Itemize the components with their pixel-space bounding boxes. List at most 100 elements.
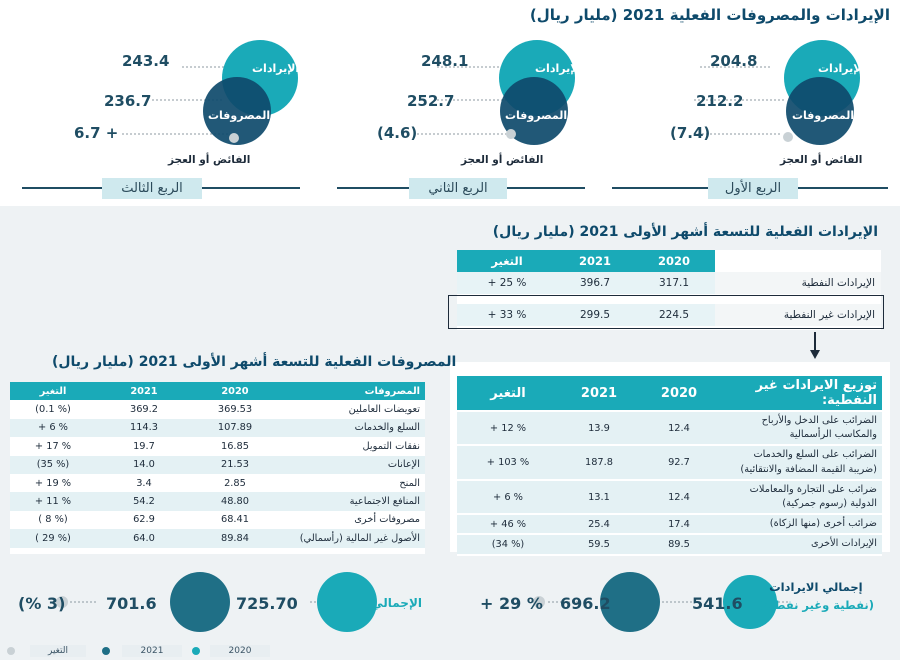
header-2020: 2020 bbox=[639, 376, 719, 412]
legend-2020-dot bbox=[192, 647, 200, 655]
balance-marker bbox=[506, 129, 516, 139]
nonoil-highlight-box bbox=[448, 295, 884, 329]
row-label: نفقات التمويل bbox=[278, 437, 425, 456]
nonoil-table-title: توزيع الايرادات غير النفطية: bbox=[719, 376, 882, 412]
quarter-3-balance: + 6.7 bbox=[74, 124, 119, 142]
expenditures-totals-circles bbox=[56, 572, 377, 632]
row-label: مصروفات أخرى bbox=[278, 510, 425, 530]
total-expenditures-2020-circle bbox=[317, 572, 377, 632]
row-change: + 19 % bbox=[10, 473, 96, 493]
row-2020: 369.53 bbox=[192, 400, 278, 419]
quarter-1-expenditures: 212.2 bbox=[696, 92, 744, 110]
row-2020: 12.4 bbox=[639, 411, 719, 447]
legend-change-dot bbox=[7, 647, 15, 655]
header-2021: 2021 bbox=[557, 250, 633, 272]
row-change: ( 29 %) bbox=[10, 529, 96, 548]
legend-2021-dot bbox=[102, 647, 110, 655]
total-expenditures-label: الإجمالي bbox=[371, 596, 422, 610]
row-change: + 46 % bbox=[457, 514, 559, 536]
row-label: السلع والخدمات bbox=[278, 418, 425, 438]
quarter-3-venn bbox=[22, 40, 300, 189]
total-revenues-2020: 541.6 bbox=[692, 594, 743, 613]
legend: التغير 2021 2020 bbox=[6, 644, 276, 658]
row-2020: 89.84 bbox=[192, 529, 278, 548]
row-change: + 11 % bbox=[10, 492, 96, 511]
oil-2021: 396.7 bbox=[557, 272, 633, 294]
row-2020: 68.41 bbox=[192, 510, 278, 530]
row-2021: 54.2 bbox=[96, 492, 192, 511]
row-2020: 92.7 bbox=[639, 445, 719, 481]
row-change: + 6 % bbox=[457, 479, 559, 516]
row-label: المنح bbox=[278, 473, 425, 493]
header-2020: 2020 bbox=[192, 382, 278, 401]
revenues-totals-circles bbox=[533, 572, 790, 632]
header-change: التغير bbox=[457, 376, 559, 412]
row-label: تعويضات العاملين bbox=[278, 400, 425, 419]
header-blank bbox=[715, 250, 881, 272]
expenditures-table: التغير 2021 2020 المصروفات (0.1 %) 369.2 3… bbox=[10, 382, 425, 548]
revenues-table-title: الإيرادات الفعلية للتسعة أشهر الأولى 202… bbox=[492, 224, 878, 240]
header-2021: 2021 bbox=[96, 382, 192, 401]
change-marker bbox=[56, 596, 68, 608]
row-2021: 369.2 bbox=[96, 400, 192, 419]
expenditures-table-panel: التغير 2021 2020 المصروفات (0.1 %) 369.2 3… bbox=[10, 382, 425, 554]
row-label: الإيرادات الأخرى bbox=[719, 534, 882, 556]
row-2020: 48.80 bbox=[192, 492, 278, 511]
row-2021: 64.0 bbox=[96, 529, 192, 548]
row-2020: 2.85 bbox=[192, 473, 278, 493]
row-change: + 17 % bbox=[10, 437, 96, 456]
quarter-2-title: الربع الثاني bbox=[409, 178, 507, 199]
change-marker bbox=[533, 596, 545, 608]
nonoil-2020: 224.5 bbox=[633, 304, 715, 326]
row-change: (34 %) bbox=[457, 534, 559, 556]
row-change: (0.1 %) bbox=[10, 400, 96, 419]
quarter-3-revenues: 243.4 bbox=[122, 52, 170, 70]
nonoil-table: التغير 2021 2020 توزيع الايرادات غير الن… bbox=[457, 376, 882, 556]
quarters-section: 204.8 212.2 (7.4) الإيرادات المصروفات ال… bbox=[0, 28, 900, 203]
arrow-down-icon bbox=[810, 332, 820, 359]
row-2021: 3.4 bbox=[96, 473, 192, 493]
quarter-1-expenditures-label: المصروفات bbox=[792, 109, 855, 122]
row-label: الضرائب على السلع والخدمات (ضريبة القيمة… bbox=[719, 445, 882, 481]
quarter-1-balance-label: الفائض أو العجز bbox=[780, 154, 863, 166]
row-2021: 13.1 bbox=[559, 479, 639, 516]
oil-change: + 25 % bbox=[457, 272, 557, 294]
quarter-2-balance: (4.6) bbox=[377, 124, 418, 142]
row-change: + 103 % bbox=[457, 445, 559, 481]
row-2021: 62.9 bbox=[96, 510, 192, 530]
total-revenues-2021-circle bbox=[600, 572, 660, 632]
row-change: + 12 % bbox=[457, 411, 559, 447]
quarter-3-expenditures-label: المصروفات bbox=[208, 109, 271, 122]
total-expenditures-2020: 725.70 bbox=[236, 594, 298, 613]
quarter-1-balance: (7.4) bbox=[670, 124, 711, 142]
expenditures-circle bbox=[500, 77, 568, 145]
row-change: + 6 % bbox=[10, 418, 96, 438]
nonoil-table-panel: التغير 2021 2020 توزيع الايرادات غير الن… bbox=[450, 362, 890, 556]
row-2020: 12.4 bbox=[639, 479, 719, 516]
quarter-2-revenues-label: الإيرادات bbox=[535, 62, 583, 75]
quarter-1-revenues-label: الإيرادات bbox=[818, 62, 866, 75]
row-2021: 13.9 bbox=[559, 411, 639, 447]
total-revenues-2021: 696.2 bbox=[560, 594, 611, 613]
row-change: (35 %) bbox=[10, 455, 96, 474]
total-expenditures-2021-circle bbox=[170, 572, 230, 632]
total-revenues-change: + 29 % bbox=[480, 594, 543, 613]
quarter-2-revenues: 248.1 bbox=[421, 52, 469, 70]
quarter-2-expenditures: 252.7 bbox=[407, 92, 455, 110]
row-2021: 59.5 bbox=[559, 534, 639, 556]
total-revenues-label-group: إجمالي الايرادات (نفطية وغير نفطية) bbox=[758, 578, 874, 615]
row-2020: 107.89 bbox=[192, 418, 278, 438]
row-2021: 25.4 bbox=[559, 514, 639, 536]
quarter-1-revenues: 204.8 bbox=[710, 52, 758, 70]
quarter-2-balance-label: الفائض أو العجز bbox=[461, 154, 544, 166]
oil-label: الإيرادات النفطية bbox=[715, 272, 881, 294]
quarter-3-balance-label: الفائض أو العجز bbox=[168, 154, 251, 166]
nonoil-2021: 299.5 bbox=[557, 304, 633, 326]
header-2021: 2021 bbox=[559, 376, 639, 412]
total-revenues-2020-circle bbox=[723, 575, 777, 629]
quarter-3-expenditures: 236.7 bbox=[104, 92, 152, 110]
header-2020: 2020 bbox=[633, 250, 715, 272]
row-label: المنافع الاجتماعية bbox=[278, 492, 425, 511]
expenditures-table-title: المصروفات الفعلية للتسعة أشهر الأولى 202… bbox=[52, 354, 457, 370]
total-revenues-label: إجمالي الايرادات bbox=[769, 580, 863, 594]
